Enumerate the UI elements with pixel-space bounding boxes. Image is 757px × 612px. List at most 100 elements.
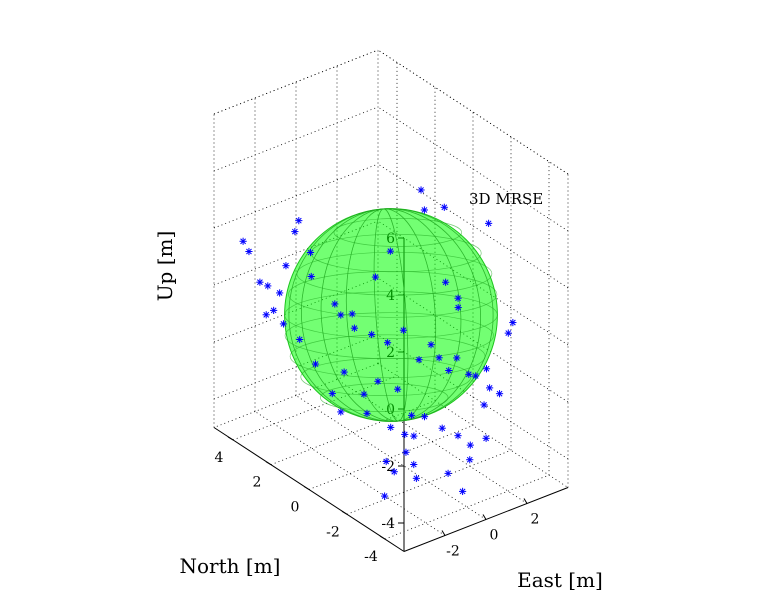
data-point — [331, 300, 339, 308]
data-point — [435, 354, 443, 362]
z-axis-label: Up [m] — [153, 231, 177, 302]
data-point — [387, 423, 395, 431]
y-tick-mark — [341, 510, 348, 515]
data-point — [454, 294, 462, 302]
grid-line — [232, 375, 398, 441]
data-point — [480, 401, 488, 409]
data-point — [440, 203, 448, 211]
data-point — [262, 311, 270, 319]
data-point — [438, 424, 446, 432]
data-point — [245, 247, 253, 256]
data-point — [410, 432, 418, 440]
data-point — [408, 411, 416, 419]
data-point — [465, 370, 473, 378]
sphere-latitude — [284, 291, 498, 339]
data-point — [412, 474, 420, 482]
data-point — [307, 272, 315, 281]
z-tick-label: -4 — [381, 516, 395, 532]
data-point — [386, 247, 394, 255]
data-point — [394, 385, 402, 393]
grid-line — [213, 106, 379, 172]
sphere-latitude — [289, 334, 486, 379]
grid-line — [270, 400, 436, 466]
sphere-latitude — [288, 271, 498, 318]
y-tick-label: -2 — [326, 524, 340, 540]
data-point — [306, 248, 315, 257]
data-point — [454, 303, 462, 312]
data-point — [453, 354, 461, 362]
data-point — [420, 206, 428, 214]
sphere-fill — [284, 208, 498, 422]
data-point — [337, 311, 345, 319]
grid-line — [213, 363, 379, 428]
y-axis-label: North [m] — [180, 554, 281, 578]
data-point — [279, 320, 288, 328]
data-point — [427, 341, 435, 349]
grid-line — [213, 163, 379, 229]
grid-line — [377, 49, 569, 175]
data-point — [348, 310, 356, 318]
annotation-3d-mrse: 3D MRSE — [469, 190, 543, 208]
x-tick-label: 0 — [490, 528, 499, 544]
y-tick-label: 0 — [291, 500, 300, 516]
y-tick-label: 2 — [253, 475, 262, 491]
sphere-latitude — [296, 251, 493, 296]
data-points — [239, 186, 517, 500]
y-tick-label: 4 — [215, 450, 224, 466]
data-point — [350, 324, 358, 332]
data-point — [368, 330, 376, 339]
x-tick-label: 2 — [531, 512, 540, 528]
data-point — [504, 329, 512, 337]
grid-line — [213, 334, 379, 400]
grid-line — [213, 49, 379, 115]
data-point — [466, 441, 474, 449]
data-point — [485, 219, 493, 227]
data-point — [445, 366, 453, 375]
x-tick-mark — [441, 530, 446, 536]
x-axis-label: East [m] — [517, 568, 603, 592]
data-point — [472, 372, 480, 380]
sphere-latitude — [284, 312, 494, 359]
data-point — [459, 487, 467, 495]
y-tick-mark — [265, 461, 272, 466]
data-point — [420, 413, 429, 421]
y-tick-label: -4 — [364, 549, 378, 565]
data-point — [264, 282, 272, 290]
data-point — [486, 384, 494, 392]
y-tick-mark — [379, 535, 386, 540]
grid-line — [308, 425, 474, 490]
data-point — [371, 273, 380, 281]
data-point — [239, 237, 247, 245]
sphere-latitude — [320, 383, 449, 412]
data-point — [256, 278, 264, 286]
x-tick-label: -2 — [446, 544, 460, 560]
data-point — [399, 326, 407, 334]
data-point — [382, 457, 390, 466]
grid-line — [213, 220, 379, 286]
data-point — [402, 448, 410, 456]
sphere-latitude — [333, 218, 462, 247]
data-point — [495, 390, 504, 398]
x-tick-mark — [523, 498, 528, 504]
data-point — [442, 278, 450, 286]
data-point — [482, 365, 491, 373]
data-point — [482, 434, 490, 442]
mrse-sphere — [284, 208, 498, 422]
data-point — [363, 409, 371, 417]
data-point — [444, 469, 452, 477]
data-point — [454, 432, 462, 440]
grid-line — [384, 474, 550, 540]
data-point — [337, 408, 345, 416]
y-tick-mark — [303, 486, 310, 490]
data-point — [328, 389, 336, 398]
data-point — [410, 460, 418, 469]
data-point — [509, 318, 517, 327]
grid-line — [346, 449, 512, 515]
data-point — [276, 289, 284, 297]
data-point — [295, 217, 303, 225]
data-point — [466, 456, 474, 464]
data-point — [340, 368, 348, 376]
data-point — [296, 335, 304, 344]
data-point — [360, 390, 368, 398]
